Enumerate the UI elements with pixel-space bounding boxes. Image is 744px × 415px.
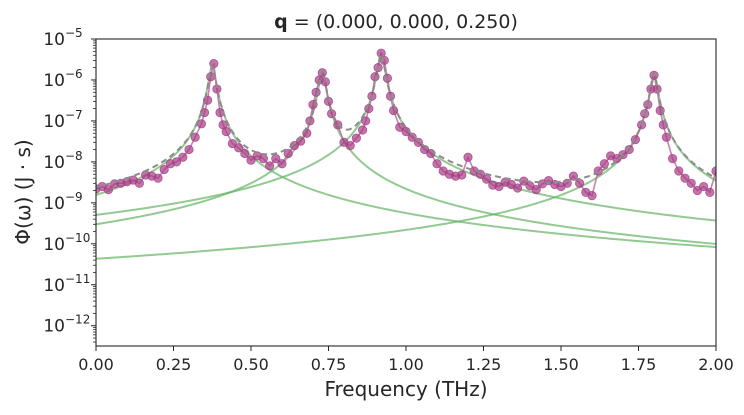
data-point bbox=[361, 116, 371, 126]
plot-area bbox=[95, 38, 717, 347]
x-axis-label: Frequency (THz) bbox=[324, 377, 487, 401]
y-tick-exponent: −6 bbox=[65, 67, 83, 81]
data-point bbox=[531, 185, 541, 195]
x-tick-label: 0.75 bbox=[311, 355, 347, 374]
x-tick-label: 0.00 bbox=[78, 355, 114, 374]
data-point bbox=[103, 185, 114, 195]
y-axis-label: Φ(ω) (J · s) bbox=[11, 139, 35, 244]
y-tick-label: 10 bbox=[43, 235, 65, 255]
data-point bbox=[395, 122, 405, 132]
data-point bbox=[599, 159, 610, 169]
data-point bbox=[240, 148, 250, 159]
x-tick-label: 0.25 bbox=[156, 355, 192, 374]
chart-title: q = (0.000, 0.000, 0.250) bbox=[274, 11, 518, 33]
data-point bbox=[407, 132, 417, 142]
data-point bbox=[345, 140, 355, 151]
data-layer bbox=[96, 48, 716, 201]
data-point bbox=[134, 178, 144, 188]
data-point bbox=[264, 161, 275, 171]
data-point bbox=[283, 148, 293, 159]
data-point bbox=[667, 154, 678, 164]
chart-title-rest: = (0.000, 0.000, 0.250) bbox=[288, 11, 518, 33]
data-point bbox=[698, 181, 709, 192]
data-point bbox=[178, 152, 188, 162]
data-point bbox=[258, 154, 268, 164]
data-line bbox=[96, 50, 716, 197]
data-point bbox=[277, 159, 287, 169]
data-point bbox=[674, 166, 684, 176]
data-point bbox=[246, 155, 256, 165]
data-point bbox=[184, 144, 194, 155]
y-tick-label: 10 bbox=[43, 276, 65, 296]
y-tick-exponent: −11 bbox=[65, 272, 90, 286]
data-point bbox=[159, 164, 169, 175]
fit-total-curve bbox=[96, 52, 716, 189]
data-point bbox=[680, 173, 690, 183]
data-point bbox=[512, 183, 523, 193]
lorentzian-curve bbox=[96, 63, 716, 249]
data-point bbox=[587, 191, 597, 201]
x-tick-label: 0.50 bbox=[233, 355, 269, 374]
data-point bbox=[190, 132, 200, 142]
data-point bbox=[568, 171, 579, 181]
y-tick-label: 10 bbox=[43, 71, 65, 91]
data-point bbox=[271, 154, 281, 164]
y-tick-exponent: −7 bbox=[65, 108, 83, 122]
data-point bbox=[463, 152, 473, 162]
x-tick-label: 1.75 bbox=[621, 355, 657, 374]
y-tick-label: 10 bbox=[43, 30, 65, 50]
data-point bbox=[686, 178, 696, 188]
chart-title-bold: q bbox=[274, 11, 288, 33]
y-tick-exponent: −12 bbox=[65, 313, 90, 327]
data-point bbox=[457, 170, 467, 180]
data-point bbox=[351, 133, 361, 143]
y-tick-label: 10 bbox=[43, 112, 65, 132]
x-tick-label: 1.00 bbox=[388, 355, 424, 374]
data-point bbox=[494, 181, 504, 192]
data-point bbox=[172, 157, 182, 167]
data-point bbox=[234, 143, 244, 153]
y-tick-label: 10 bbox=[43, 194, 65, 214]
data-point bbox=[705, 187, 715, 197]
y-tick-label: 10 bbox=[43, 317, 65, 337]
plot-frame bbox=[95, 38, 717, 347]
data-point bbox=[196, 119, 206, 129]
y-tick-exponent: −5 bbox=[65, 26, 83, 40]
x-tick-label: 1.50 bbox=[543, 355, 579, 374]
data-point bbox=[153, 173, 163, 183]
data-point bbox=[652, 84, 662, 94]
y-tick-exponent: −9 bbox=[65, 190, 83, 204]
fit-total-layer bbox=[96, 52, 716, 189]
data-point bbox=[357, 125, 368, 135]
y-tick-exponent: −10 bbox=[65, 231, 90, 245]
lorentzian-curve bbox=[96, 71, 716, 260]
data-point bbox=[388, 105, 399, 116]
x-tick-label: 2.00 bbox=[698, 355, 734, 374]
y-tick-exponent: −8 bbox=[65, 149, 83, 163]
x-axis-ticks: 0.00 0.25 0.50 0.75 1.00 1.25 1.50 1.75 2.00 bbox=[78, 346, 734, 374]
data-point bbox=[661, 132, 672, 142]
y-tick-label: 10 bbox=[43, 153, 65, 173]
data-point bbox=[379, 55, 389, 66]
data-point bbox=[432, 159, 442, 169]
lorentzian-curve bbox=[96, 68, 716, 245]
data-point bbox=[221, 126, 231, 137]
x-tick-label: 1.25 bbox=[466, 355, 502, 374]
data-point bbox=[227, 138, 237, 149]
